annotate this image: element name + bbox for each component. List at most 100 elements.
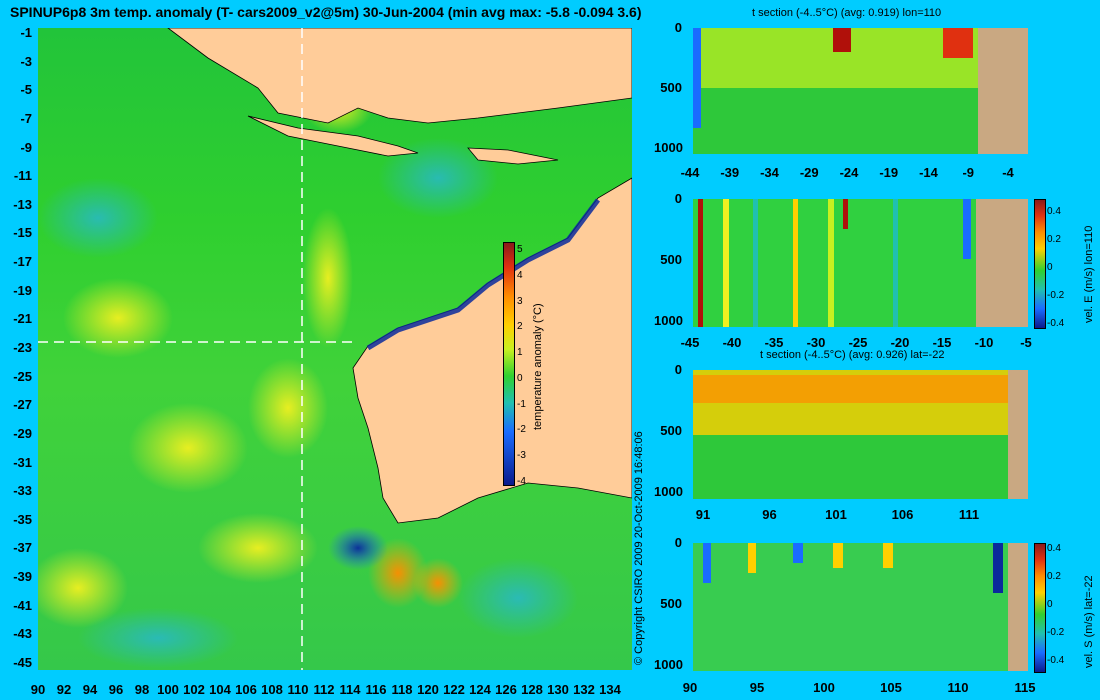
vel-s-colorbar [1034, 543, 1046, 673]
section3-title: t section (-4..5°C) (avg: 0.926) lat=-22 [760, 349, 945, 361]
vel-e-colorbar-label: vel. E (m/s) lon=110 [1083, 225, 1095, 323]
temperature-anomaly-map [38, 28, 632, 670]
map-y-tick: -7 [20, 110, 32, 126]
t-section-lon110-panel [693, 28, 1028, 154]
s2-x-tick: -15 [932, 335, 952, 350]
colorbar-tick: 0 [517, 372, 523, 384]
colorbar-tick: 0 [1047, 599, 1053, 610]
s3-x-tick: 106 [891, 507, 914, 522]
s2-x-tick: -45 [680, 335, 700, 350]
t-section-lat-22-panel [693, 370, 1028, 499]
colorbar-tick: 1 [517, 347, 523, 359]
copyright-text: © Copyright CSIRO 2009 20-Oct-2009 16:48… [633, 431, 645, 665]
map-x-tick: 134 [599, 682, 621, 697]
map-y-tick: -21 [13, 311, 32, 327]
map-y-tick: -25 [13, 368, 32, 384]
map-y-tick: -17 [13, 254, 32, 270]
s4-y-tick: 0 [674, 535, 682, 550]
s1-x-tick: -9 [962, 165, 975, 180]
map-x-tick: 98 [134, 682, 150, 697]
map-x-tick: 130 [547, 682, 569, 697]
map-x-tick: 116 [365, 682, 387, 697]
colorbar-tick: 0.2 [1047, 234, 1061, 245]
map-x-tick: 104 [209, 682, 231, 697]
s2-x-tick: -30 [806, 335, 826, 350]
s2-x-tick: -25 [848, 335, 868, 350]
map-x-tick: 114 [339, 682, 361, 697]
coastal-cold-band [366, 198, 600, 351]
australia-land [352, 177, 632, 524]
vel-s-section-panel [693, 543, 1028, 671]
map-y-tick: -41 [13, 597, 32, 613]
colorbar-tick: -0.4 [1047, 655, 1065, 666]
s4-y-tick: 1000 [654, 657, 683, 672]
map-y-tick: -37 [13, 540, 32, 556]
s4-x-tick: 110 [947, 680, 969, 695]
map-x-tick: 124 [469, 682, 491, 697]
map-x-tick: 92 [56, 682, 72, 697]
map-colorbar-label: temperature anomaly (°C) [532, 303, 544, 430]
s1-x-tick: -14 [919, 165, 938, 180]
colorbar-tick: 0.4 [1047, 206, 1061, 217]
s2-x-tick: -40 [722, 335, 742, 350]
map-y-tick: -11 [13, 168, 32, 184]
map-x-tick: 126 [495, 682, 517, 697]
s2-y-tick: 1000 [654, 313, 683, 328]
colorbar-tick: -1 [517, 398, 526, 410]
colorbar-tick: 0.2 [1047, 571, 1061, 582]
vel-e-section-svg [698, 199, 1028, 327]
colorbar-tick: -0.2 [1047, 627, 1065, 638]
s3-x-tick: 101 [825, 507, 847, 522]
map-y-tick: -43 [13, 626, 32, 642]
colorbar-tick: -0.4 [1047, 318, 1065, 329]
map-y-tick: -39 [13, 569, 32, 585]
map-x-tick: 118 [391, 682, 413, 697]
s1-y-tick: 0 [674, 20, 682, 35]
map-x-tick: 128 [521, 682, 543, 697]
map-y-tick: -23 [13, 340, 32, 355]
s2-y-tick: 500 [660, 252, 682, 267]
map-y-tick: -35 [13, 511, 32, 527]
colorbar-tick: 4 [517, 269, 523, 281]
t-section-lon110-svg [693, 28, 1028, 154]
s1-x-tick: -24 [839, 165, 859, 180]
land-masses [167, 28, 632, 524]
s1-y-tick: 1000 [654, 140, 683, 155]
s1-x-tick: -39 [720, 165, 740, 180]
colorbar-tick: -0.2 [1047, 290, 1065, 301]
vel-s-colorbar-label: vel. S (m/s) lat=-22 [1083, 575, 1095, 668]
map-y-tick: -13 [13, 196, 32, 212]
s3-x-tick: 96 [762, 507, 777, 522]
s1-x-tick: -29 [799, 165, 819, 180]
colorbar-tick: -3 [517, 450, 526, 462]
s4-x-tick: 90 [682, 680, 698, 695]
lesser-sunda-islands [467, 147, 559, 165]
map-colorbar [503, 242, 515, 486]
vel-s-section-svg [703, 543, 1028, 671]
s2-x-tick: -20 [890, 335, 910, 350]
map-y-tick: -33 [13, 483, 32, 499]
t-section-lat-22-svg [693, 370, 1028, 499]
s3-y-tick: 0 [674, 362, 682, 377]
s1-x-tick: -19 [879, 165, 899, 180]
s2-x-tick: -35 [764, 335, 784, 350]
s2-y-tick: 0 [674, 191, 682, 206]
map-x-tick: 90 [30, 682, 46, 697]
s3-y-tick: 500 [660, 423, 682, 438]
map-x-tick: 94 [82, 682, 98, 697]
s3-x-tick: 111 [958, 507, 980, 522]
sumatra-borneo-land [167, 28, 632, 124]
map-y-tick: -27 [13, 397, 32, 413]
chart-title: SPINUP6p8 3m temp. anomaly (T- cars2009_… [10, 4, 642, 20]
s2-x-tick: -10 [974, 335, 994, 350]
s3-x-tick: 91 [695, 507, 711, 522]
s4-x-tick: 100 [813, 680, 835, 695]
map-x-tick: 132 [573, 682, 595, 697]
map-y-tick: -5 [20, 82, 32, 98]
colorbar-tick: 2 [517, 321, 523, 333]
map-x-tick: 112 [313, 682, 335, 697]
map-y-tick: -45 [13, 655, 32, 670]
map-y-tick: -29 [13, 425, 32, 441]
s1-x-tick: -44 [680, 165, 700, 180]
map-x-tick: 100 [157, 682, 179, 697]
